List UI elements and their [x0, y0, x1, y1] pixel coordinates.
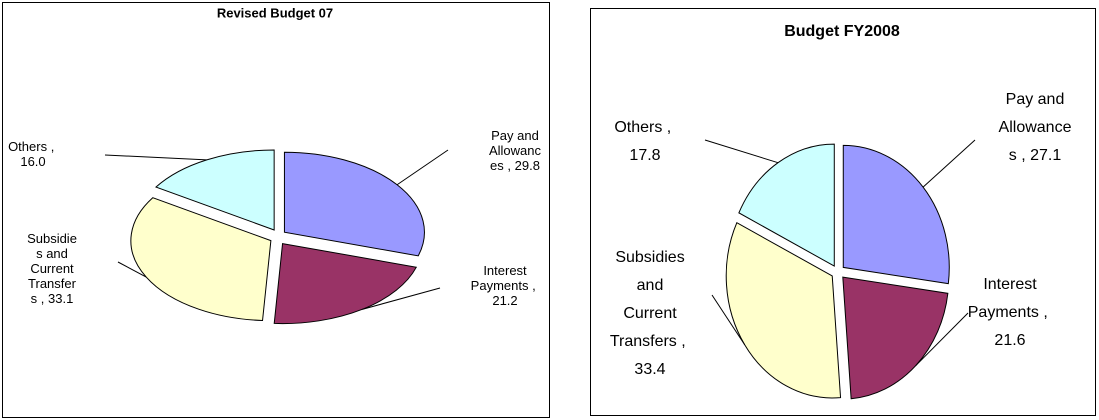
leader-line	[362, 287, 441, 310]
label-category: Current	[30, 261, 74, 276]
data-label: Subsidie s and Current Transfer s , 33.1	[27, 231, 77, 306]
data-label: Pay and Allowanc es , 29.8	[489, 128, 542, 173]
label-separator: ,	[1017, 147, 1030, 164]
label-category: Payments	[968, 304, 1039, 321]
label-category: Subsidie	[27, 231, 77, 246]
data-label: Interest Payments , 21.6	[968, 276, 1052, 349]
label-separator: ,	[504, 158, 515, 173]
label-category: Subsidies	[615, 249, 684, 266]
label-category: s	[31, 291, 38, 306]
label-value: 21.2	[492, 293, 517, 308]
pie-slice	[738, 143, 835, 267]
label-category: and	[637, 277, 664, 294]
label-category: Others	[614, 119, 662, 136]
label-category: Payments	[471, 278, 529, 293]
label-value: 29.8	[515, 158, 540, 173]
label-separator: ,	[677, 333, 690, 350]
leader-line	[711, 294, 746, 346]
label-category: Others	[8, 139, 48, 154]
label-separator: ,	[662, 119, 675, 136]
leader-line	[704, 139, 779, 164]
leader-line	[396, 149, 449, 186]
label-category: Transfers	[610, 333, 677, 350]
label-category: Pay and	[491, 128, 539, 143]
chart-frame	[2, 2, 550, 418]
data-label: Interest Payments , 21.2	[471, 263, 540, 308]
label-separator: ,	[528, 278, 539, 293]
label-value: 33.1	[48, 291, 73, 306]
label-separator: ,	[47, 139, 58, 154]
label-category: Pay and	[1006, 91, 1065, 108]
label-category: Transfer	[28, 276, 77, 291]
pie-slice	[155, 149, 275, 231]
data-label: Subsidies and Current Transfers , 33.4	[610, 249, 690, 378]
data-label: Others , 16.0	[8, 139, 58, 169]
label-value: 27.1	[1030, 147, 1061, 164]
pie-slice	[283, 151, 425, 257]
label-category: s	[1009, 147, 1017, 164]
label-category: Allowanc	[489, 143, 542, 158]
pie-slice	[842, 144, 950, 285]
pie-slice	[725, 222, 842, 399]
label-value: 16.0	[20, 154, 45, 169]
label-category: Interest	[983, 276, 1037, 293]
pie-slice	[273, 242, 418, 325]
chart-title: Budget FY2008	[784, 23, 900, 40]
label-value: 33.4	[634, 361, 665, 378]
label-separator: ,	[1039, 304, 1052, 321]
label-separator: ,	[37, 291, 48, 306]
label-value: 21.6	[994, 332, 1025, 349]
label-value: 17.8	[629, 147, 660, 164]
label-category: Interest	[483, 263, 527, 278]
chart-title: Revised Budget 07	[217, 5, 333, 20]
leader-line	[104, 154, 207, 161]
data-label: Pay and Allowance s , 27.1	[999, 91, 1072, 164]
leader-line	[915, 312, 969, 367]
leader-line	[922, 139, 976, 188]
label-category: s and	[36, 246, 68, 261]
label-category: Allowance	[999, 119, 1072, 136]
leader-line	[117, 261, 147, 278]
label-category: Current	[623, 305, 677, 322]
data-label: Others , 17.8	[614, 119, 675, 164]
label-category: es	[490, 158, 504, 173]
